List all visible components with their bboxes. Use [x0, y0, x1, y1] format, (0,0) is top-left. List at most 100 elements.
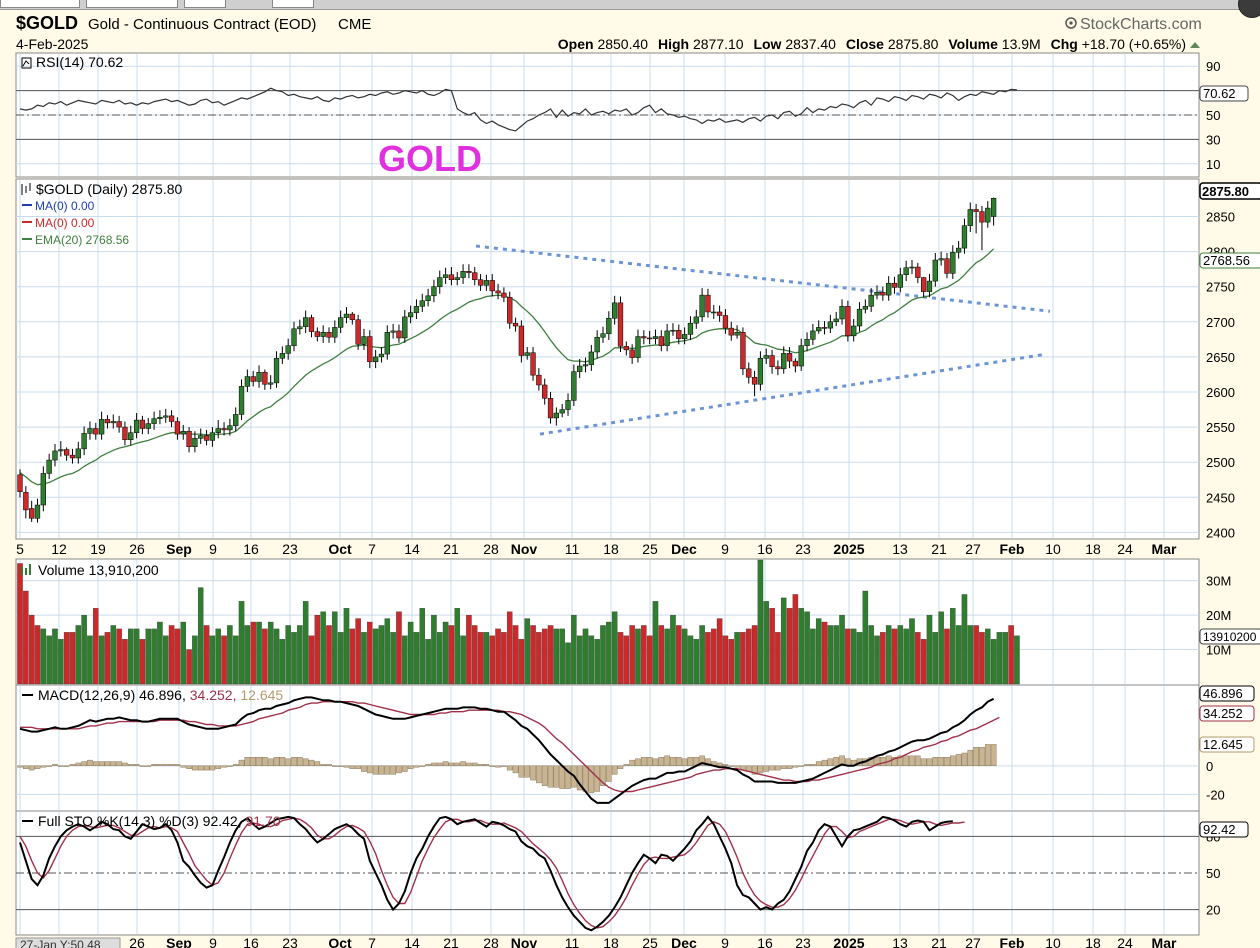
volume-bar [151, 628, 157, 685]
macd-histogram-bar [541, 765, 548, 786]
price-y-label: 2750 [1206, 280, 1235, 295]
macd-histogram-bar [611, 765, 618, 775]
bottom-x-tick-label: Sep [166, 935, 192, 948]
rsi-y-label: 10 [1206, 157, 1220, 172]
toolbar-field[interactable] [184, 0, 226, 8]
chg-label: Chg [1051, 36, 1078, 52]
volume-bar [810, 628, 816, 685]
upper-trendline [475, 244, 1051, 313]
candle-body [512, 322, 519, 327]
candle-body [29, 508, 35, 519]
open-label: Open [558, 36, 594, 52]
volume-label: Volume [948, 36, 998, 52]
macd-histogram-bar [192, 765, 198, 771]
candle-body [17, 474, 23, 492]
volume-bar [442, 621, 449, 685]
volume-bar [874, 635, 880, 685]
volume-bar [763, 601, 769, 685]
candle-body [600, 333, 606, 338]
volume-bar [104, 632, 111, 685]
bottom-x-tick-label: 13 [892, 935, 908, 948]
volume-bar [407, 621, 414, 685]
candle-body [588, 351, 594, 365]
macd-histogram-bar [827, 758, 834, 767]
bottom-x-tick-label: 27 [965, 935, 981, 948]
volume-bar [658, 625, 665, 685]
volume-bar [139, 639, 146, 685]
price-last-box [1199, 182, 1260, 200]
volume-bar [367, 621, 373, 685]
macd-histogram-bar [897, 755, 904, 767]
date: 4-Feb-2025 [16, 36, 89, 52]
volume-bar [250, 621, 256, 685]
rsi-last-value: 70.62 [1203, 86, 1236, 101]
candle-body [58, 449, 64, 452]
macd-histogram-bar [635, 758, 641, 767]
volume-bar [699, 625, 705, 685]
candle-body [781, 353, 787, 370]
macd-histogram-bar [297, 757, 303, 767]
candle-body [891, 282, 898, 288]
candle-body [209, 432, 216, 441]
volume-bar [734, 632, 740, 685]
volume-bar [547, 625, 554, 685]
macd-panel[interactable] [15, 684, 1200, 812]
toolbar-field[interactable] [0, 0, 80, 8]
macd-histogram-bar [471, 762, 478, 767]
candle-body [833, 318, 839, 323]
volume-bar [244, 625, 251, 685]
candle-body [308, 317, 315, 332]
volume-bar [203, 625, 210, 685]
candle-body [909, 266, 915, 269]
price-y-label: 2650 [1206, 350, 1235, 365]
candle-body [874, 292, 880, 296]
macd-histogram-bar [180, 765, 187, 768]
candle-body [23, 492, 29, 511]
x-tick-label: 16 [757, 541, 773, 557]
volume-bar [162, 635, 169, 685]
toolbar-field[interactable] [86, 0, 178, 8]
rsi-legend-swatch [21, 57, 32, 69]
candle-body [87, 428, 93, 434]
volume-bar [40, 628, 47, 685]
volume-bar [58, 639, 64, 685]
x-tick-label: 26 [129, 541, 145, 557]
close-icon[interactable] [1238, 0, 1260, 18]
hist-last-value: 12.645 [1203, 737, 1243, 752]
candle-body [851, 325, 857, 337]
volume-bar [372, 628, 379, 685]
volume-bar [215, 628, 221, 685]
volume-bar [827, 625, 834, 685]
rsi-legend: RSI(14) 70.62 [21, 54, 123, 70]
brand-logo[interactable]: StockCharts.com [1065, 16, 1202, 33]
macd-histogram-bar [116, 761, 122, 767]
rsi-last-box [1199, 85, 1249, 102]
volume-bar [512, 625, 519, 685]
volume-bar [168, 625, 175, 685]
volume-bar [985, 628, 991, 685]
stoch-title: Full STO %K(14,3) %D(3) 92.42, 91.70 [38, 813, 281, 829]
macd-histogram-bar [320, 764, 326, 767]
volume-bar [69, 632, 76, 685]
toolbar-field[interactable] [272, 0, 314, 8]
macd-histogram-bar [466, 762, 472, 767]
macd-histogram-bar [629, 759, 635, 767]
candle-body [343, 313, 350, 318]
candle-body [128, 432, 134, 440]
candle-body [110, 421, 116, 424]
candle-body [862, 306, 869, 310]
bottom-x-tick-label: Oct [328, 935, 352, 948]
volume-bar [740, 632, 746, 685]
volume-bar [355, 618, 361, 685]
macd-histogram-bar [780, 765, 787, 769]
x-tick-label: 12 [51, 541, 67, 557]
bottom-x-tick-label: Nov [511, 935, 538, 948]
macd-histogram-bar [413, 765, 420, 768]
volume-y-label: 30M [1206, 574, 1231, 589]
volume-bar [641, 625, 647, 685]
volume-bar [396, 611, 402, 685]
macd-histogram-bar [221, 765, 227, 768]
exchange: CME [338, 16, 371, 33]
symbol: $GOLD [16, 13, 78, 33]
